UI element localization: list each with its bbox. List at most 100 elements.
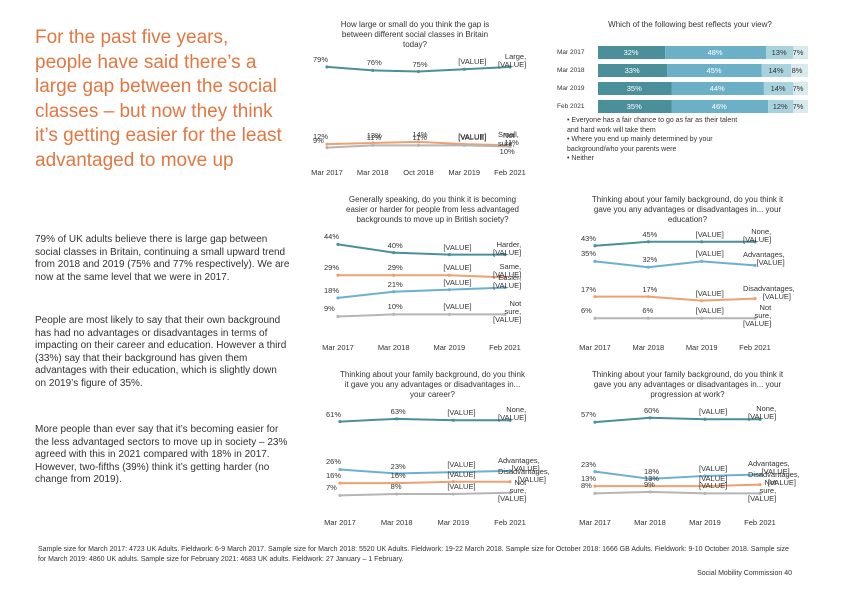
bar-segment-3 xyxy=(763,82,794,95)
progression-point-none xyxy=(703,417,707,421)
education-point-none xyxy=(593,244,597,248)
easier-point-same xyxy=(503,275,507,279)
education-x-tick: Feb 2021 xyxy=(739,343,771,352)
easier-point-easier xyxy=(503,286,507,290)
gap-x-tick: Feb 2021 xyxy=(494,168,526,177)
bar-segment-4 xyxy=(793,82,808,95)
career-x-tick: Mar 2018 xyxy=(380,518,413,527)
easier-data-label: [VALUE] xyxy=(443,302,472,312)
gap-x-tick: Mar 2017 xyxy=(311,168,343,177)
progression-x-tick: Mar 2017 xyxy=(579,518,611,527)
education-data-label: [VALUE] xyxy=(695,306,724,316)
education-data-label: 45% xyxy=(642,229,658,239)
education-data-label: [VALUE] xyxy=(695,229,724,239)
bar-category-label: Mar 2019 xyxy=(557,85,585,92)
progression-line-advantages xyxy=(594,470,761,480)
bar-segment-1 xyxy=(598,82,672,95)
education-point-advantages xyxy=(593,259,597,263)
gap-point-large xyxy=(371,68,375,72)
education-line-none xyxy=(594,240,755,247)
career-data-label: Not sure, [VALUE] xyxy=(498,477,527,503)
progression-point-none xyxy=(593,420,597,424)
easier-point-easier xyxy=(392,290,396,294)
education-line-disadvantages xyxy=(595,295,756,302)
education-data-label: 43% xyxy=(581,233,597,243)
easier-data-label: Not sure, [VALUE] xyxy=(493,299,522,325)
legend-item-neither: • Neither xyxy=(567,155,594,162)
education-x-tick: Mar 2019 xyxy=(685,343,718,352)
easier-point-not-sure xyxy=(336,314,340,319)
gap-point-small xyxy=(371,141,375,145)
easier-line-easier xyxy=(337,286,506,299)
bar-segment-3 xyxy=(766,46,794,59)
paragraph-gap: 79% of UK adults believe there is large … xyxy=(35,234,290,283)
easier-data-label: Same, [VALUE] xyxy=(493,262,522,280)
career-data-label: 16% xyxy=(326,471,342,481)
gap-data-label: Small, 11% xyxy=(498,130,519,148)
education-point-not-sure xyxy=(700,316,704,320)
education-x-tick: Mar 2017 xyxy=(579,343,611,352)
easier-data-label: [VALUE] xyxy=(443,263,472,273)
easier-data-label: 10% xyxy=(387,302,403,312)
gap-data-label: 9% xyxy=(313,135,324,145)
gap-point-not-sure xyxy=(325,146,329,150)
progression-data-label: None, [VALUE] xyxy=(748,404,777,422)
chart-title-career: Thinking about your family background, d… xyxy=(340,370,525,399)
bar-value-label: 44% xyxy=(709,84,725,93)
bar-segment-1 xyxy=(598,64,668,77)
career-point-none xyxy=(508,418,512,422)
education-point-advantages xyxy=(646,265,650,269)
gap-point-not-sure xyxy=(416,143,421,147)
career-point-disadvantages xyxy=(508,480,512,484)
progression-data-label: 8% xyxy=(581,481,592,491)
progression-data-label: 60% xyxy=(644,405,660,415)
career-line-advantages xyxy=(339,468,511,475)
progression-point-not-sure xyxy=(703,491,707,495)
career-line-none xyxy=(339,417,510,423)
progression-data-label: 9% xyxy=(644,479,655,489)
progression-point-advantages xyxy=(703,474,707,478)
bar-segment-4 xyxy=(793,46,808,59)
progression-data-label: 13% xyxy=(644,474,660,484)
bar-value-label: 35% xyxy=(626,102,642,111)
chart-title-progression: Thinking about your family background, d… xyxy=(591,370,784,399)
gap-data-label: 76% xyxy=(366,58,382,68)
easier-data-label: [VALUE] xyxy=(443,277,472,287)
education-data-label: [VALUE] xyxy=(695,249,724,259)
bar-segment-2 xyxy=(667,64,762,77)
easier-point-same xyxy=(447,273,451,277)
easier-point-not-sure xyxy=(503,312,507,316)
progression-point-none xyxy=(648,416,652,420)
education-point-disadvantages xyxy=(646,295,650,299)
career-data-label: None, [VALUE] xyxy=(498,405,527,423)
easier-point-same xyxy=(392,273,396,277)
gap-x-tick: Oct 2018 xyxy=(403,168,434,177)
bar-value-label: 7% xyxy=(792,102,804,111)
progression-x-tick: Feb 2021 xyxy=(744,518,776,527)
easier-point-harder xyxy=(447,253,451,257)
easier-line-harder xyxy=(337,243,505,256)
easier-x-tick: Mar 2017 xyxy=(322,343,354,352)
education-point-disadvantages xyxy=(753,297,757,301)
gap-data-label: 11% xyxy=(412,133,427,143)
legend-item-fair-chance: • Everyone has a fair chance to go as fa… xyxy=(567,117,738,134)
progression-point-not-sure xyxy=(648,490,652,494)
progression-x-tick: Mar 2019 xyxy=(689,518,721,527)
bar-value-label: 12% xyxy=(772,102,788,111)
chart-title-gap: How large or small do you think the gap … xyxy=(340,20,490,49)
page-footer: Social Mobility Commission 40 xyxy=(697,570,792,577)
bar-value-label: 7% xyxy=(792,48,804,57)
career-data-label: [VALUE] xyxy=(447,469,476,479)
career-point-advantages xyxy=(508,469,512,473)
progression-data-label: Not sure, [VALUE] xyxy=(748,478,777,504)
easier-data-label: 44% xyxy=(324,232,340,242)
education-data-label: 6% xyxy=(642,306,654,316)
easier-point-harder xyxy=(392,251,396,255)
career-data-label: 61% xyxy=(326,409,342,419)
career-x-tick: Mar 2017 xyxy=(324,518,356,527)
bar-value-label: 46% xyxy=(711,102,727,111)
gap-point-large xyxy=(416,69,421,74)
career-data-label: 26% xyxy=(326,457,342,467)
